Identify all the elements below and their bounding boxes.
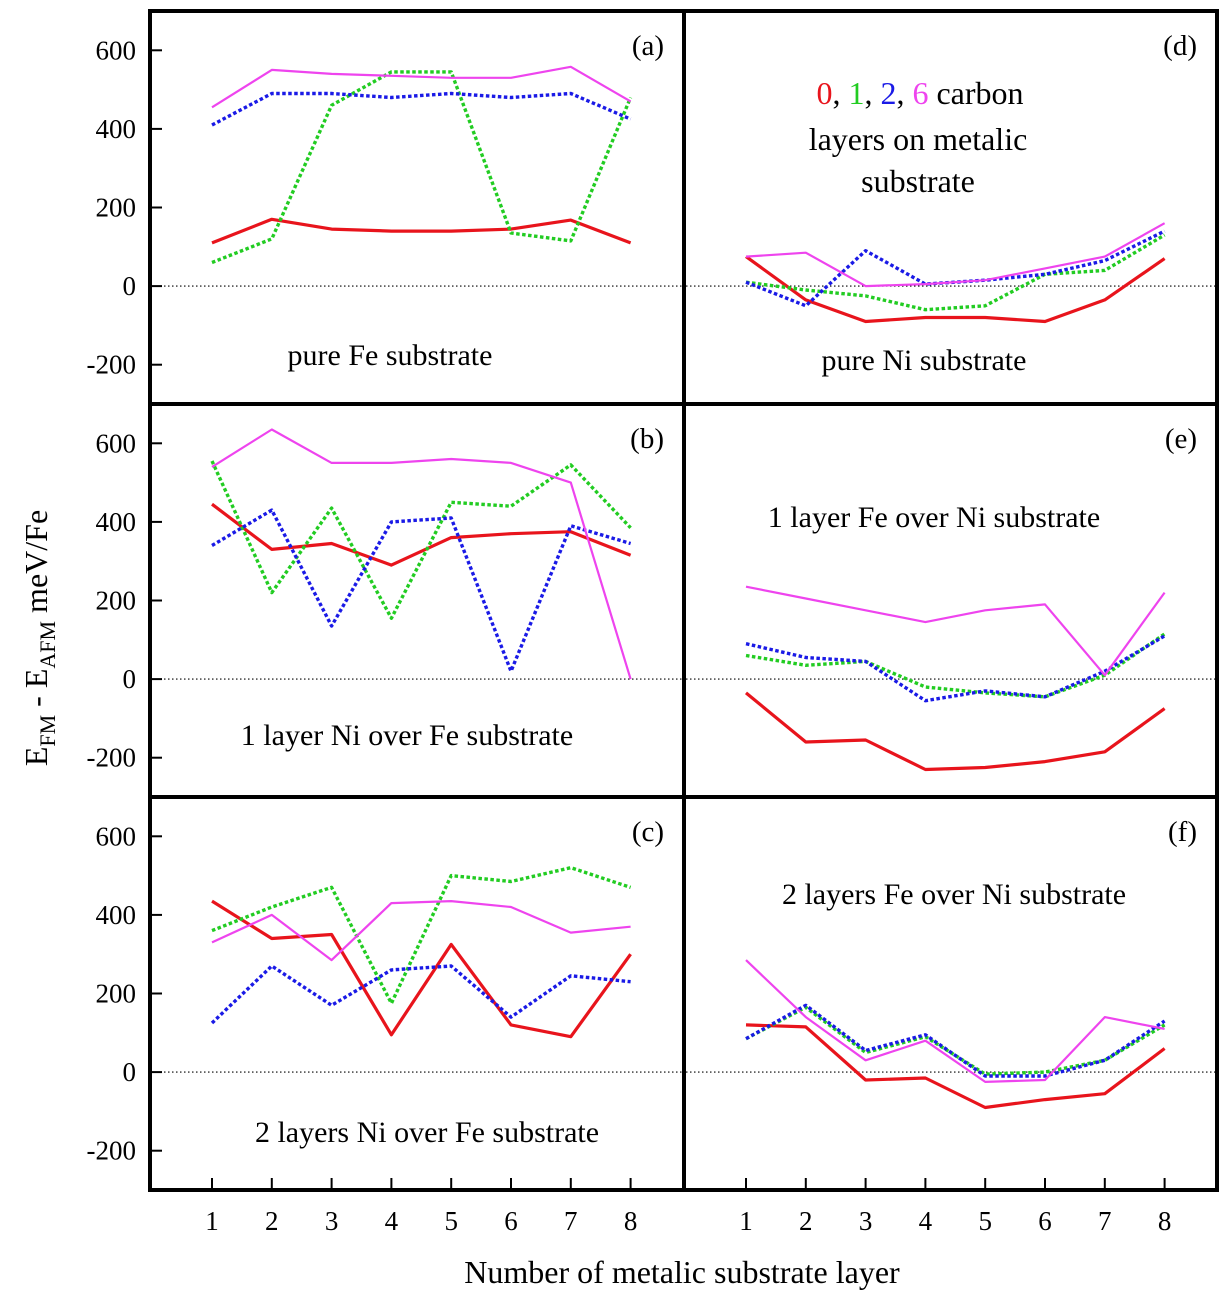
panel-label-c: (c) [632, 816, 664, 848]
x-tick-label-c-1: 1 [205, 1206, 219, 1236]
panel-c: -200 0 200 400 600 1 2 3 4 5 6 7 8 (c) 2 layers Ni ove… [87, 816, 682, 1236]
y-axis-title-unit: meV/Fe [18, 510, 54, 621]
panel-b: -200 0 200 400 600 (b) 1 layer Ni over Fe subs… [87, 423, 682, 773]
x-tick-label-c-5: 5 [444, 1206, 458, 1236]
x-tick-label-f-7: 7 [1098, 1206, 1112, 1236]
y-tick-label-b-200: 200 [96, 586, 137, 616]
legend-suffix: carbon [928, 75, 1023, 111]
y-axis-title-sub1: FM [35, 715, 60, 747]
series-c2-line-d [745, 229, 1166, 308]
y-tick-label-c-0: 0 [123, 1057, 137, 1087]
legend-entry-0: 0 [816, 75, 832, 111]
x-tick-label-c-6: 6 [504, 1206, 518, 1236]
x-axis-title: Number of metalic substrate layer [464, 1254, 900, 1290]
series-c1-line-d [745, 233, 1166, 312]
series-c2-line-c [210, 964, 631, 1025]
series-c2-line-a [211, 91, 632, 127]
y-tick-label-a-0: 0 [123, 271, 137, 301]
series-c0-line-a [211, 217, 632, 245]
y-tick-label-b-400: 400 [96, 507, 137, 537]
x-tick-label-c-4: 4 [385, 1206, 399, 1236]
series-c2-line-b [211, 508, 632, 673]
y-tick-label-a-600: 600 [96, 35, 137, 65]
panel-annotation-a: pure Fe substrate [288, 339, 493, 372]
x-tick-label-f-5: 5 [978, 1206, 992, 1236]
series-c0-line-b [211, 502, 632, 567]
legend-line-2: layers on metalic [809, 121, 1028, 157]
panel-annotation-e: 1 layer Fe over Ni substrate [768, 501, 1100, 534]
x-tick-label-c-7: 7 [564, 1206, 578, 1236]
y-tick-label-a--200: -200 [87, 350, 137, 380]
series-c0-line-c [211, 899, 632, 1039]
series-c0-line-d [745, 255, 1166, 324]
y-tick-label-c-200: 200 [96, 979, 137, 1009]
legend-line-1: 0, 1, 2, 6 carbon [816, 75, 1023, 111]
series-c1-line-f [745, 1005, 1166, 1076]
panel-annotation-c: 2 layers Ni over Fe substrate [255, 1116, 599, 1149]
panel-annotation-d: pure Ni substrate [822, 344, 1027, 377]
x-tick-label-f-6: 6 [1038, 1206, 1052, 1236]
y-axis-title: EFM - EAFM meV/Fe [18, 510, 60, 766]
panel-f: 1 2 3 4 5 6 7 8 (f) 2 layers Fe over Ni substrate [686, 816, 1215, 1236]
series-c6-line-b [211, 428, 632, 680]
y-tick-label-c--200: -200 [87, 1136, 137, 1166]
x-tick-label-f-3: 3 [859, 1206, 873, 1236]
y-tick-label-b-0: 0 [123, 664, 137, 694]
legend-entry-6: 6 [912, 75, 928, 111]
series-c2-line-e [745, 634, 1166, 703]
series-c6-line-d [745, 222, 1166, 288]
legend-sep-1: , [832, 75, 848, 111]
panel-label-f: (f) [1168, 816, 1197, 848]
panel-annotation-f: 2 layers Fe over Ni substrate [782, 878, 1126, 911]
series-c0-line-e [744, 691, 1166, 772]
series-c6-line-e [745, 585, 1166, 677]
x-tick-label-f-4: 4 [919, 1206, 933, 1236]
series-c6-line-c [211, 899, 631, 962]
panel-annotation-b: 1 layer Ni over Fe substrate [241, 719, 573, 752]
x-tick-label-f-1: 1 [739, 1206, 753, 1236]
series-c2-line-f [745, 1003, 1166, 1078]
panel-label-e: (e) [1165, 423, 1197, 455]
legend-entry-1: 1 [848, 75, 864, 111]
panel-label-d: (d) [1163, 30, 1197, 62]
legend-entry-2: 2 [880, 75, 896, 111]
x-tick-label-c-3: 3 [325, 1206, 339, 1236]
series-c1-line-a [211, 70, 633, 265]
x-tick-label-f-8: 8 [1158, 1206, 1172, 1236]
legend: 0, 1, 2, 6 carbon layers on metalic subs… [809, 75, 1028, 199]
x-tick-label-c-8: 8 [624, 1206, 638, 1236]
panel-a: -200 0 200 400 600 (a) pure Fe substrate [87, 30, 682, 380]
panel-label-b: (b) [630, 423, 664, 455]
frame [148, 9, 1219, 1192]
y-tick-label-c-400: 400 [96, 900, 137, 930]
y-tick-label-b--200: -200 [87, 743, 137, 773]
panel-d: (d) pure Ni substrate [686, 30, 1215, 377]
x-tick-label-c-2: 2 [265, 1206, 279, 1236]
y-axis-title-main: E [18, 747, 54, 767]
y-tick-label-a-200: 200 [96, 193, 137, 223]
y-tick-label-a-400: 400 [96, 114, 137, 144]
legend-sep-2: , [864, 75, 880, 111]
x-tick-label-f-2: 2 [799, 1206, 813, 1236]
series-c6-line-a [211, 65, 632, 109]
panel-e: (e) 1 layer Fe over Ni substrate [686, 423, 1215, 772]
series-c6-line-f [745, 959, 1165, 1084]
legend-line-3: substrate [861, 163, 975, 199]
series-c1-line-c [211, 866, 632, 1005]
y-axis-title-mid: - E [18, 669, 54, 715]
series-c0-line-f [745, 1023, 1166, 1110]
legend-sep-3: , [896, 75, 912, 111]
panel-label-a: (a) [632, 30, 664, 62]
y-tick-label-c-600: 600 [96, 821, 137, 851]
series-c1-line-e [745, 632, 1166, 699]
y-tick-label-b-600: 600 [96, 428, 137, 458]
series-c1-line-b [210, 460, 632, 620]
y-axis-title-sub2: AFM [35, 621, 60, 669]
